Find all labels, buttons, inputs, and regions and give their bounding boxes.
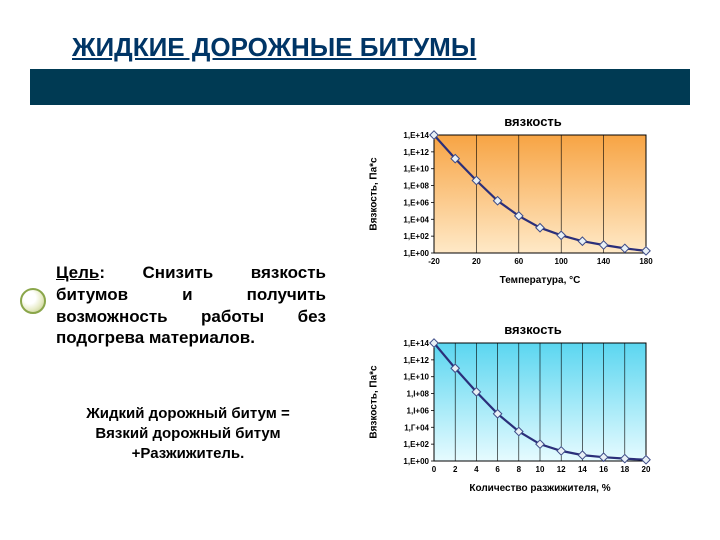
svg-text:8: 8 <box>517 465 522 474</box>
svg-text:10: 10 <box>536 465 545 474</box>
page-title: ЖИДКИЕ ДОРОЖНЫЕ БИТУМЫ <box>72 32 690 63</box>
svg-text:1,E+02: 1,E+02 <box>403 440 429 449</box>
svg-text:1,E+12: 1,E+12 <box>403 148 429 157</box>
svg-text:1,E+10: 1,E+10 <box>403 165 429 174</box>
svg-text:-20: -20 <box>428 257 440 266</box>
svg-text:2: 2 <box>453 465 458 474</box>
x-axis-label: Количество разжижителя, % <box>434 483 646 494</box>
y-axis-label: Вязкость, Па*с <box>369 157 380 230</box>
svg-text:18: 18 <box>620 465 629 474</box>
goal-label: Цель <box>56 263 99 282</box>
viscosity-diluent-chart: вязкостьВязкость, Па*с 02468101214161820… <box>378 322 654 494</box>
chart-title: вязкость <box>420 322 646 337</box>
svg-text:12: 12 <box>557 465 566 474</box>
svg-text:20: 20 <box>472 257 481 266</box>
svg-text:140: 140 <box>597 257 611 266</box>
svg-text:1,E+14: 1,E+14 <box>403 131 429 140</box>
goal-text: Цель: Снизить вязкость битумов и получит… <box>56 262 326 349</box>
svg-text:1,E+06: 1,E+06 <box>403 198 429 207</box>
viscosity-temperature-chart: вязкостьВязкость, Па*с -2020601001401801… <box>378 114 654 286</box>
svg-text:1,E+14: 1,E+14 <box>403 339 429 348</box>
svg-text:6: 6 <box>495 465 500 474</box>
svg-text:16: 16 <box>599 465 608 474</box>
svg-text:1,Г+04: 1,Г+04 <box>404 423 429 432</box>
slide: ЖИДКИЕ ДОРОЖНЫЕ БИТУМЫ Цель: Снизить вяз… <box>0 0 720 540</box>
svg-text:60: 60 <box>514 257 523 266</box>
decor-band <box>30 69 690 105</box>
svg-text:100: 100 <box>555 257 569 266</box>
chart-svg: -20 20 60 100 140 180 1,E+00 1,E+02 1,E+04 1,E+06… <box>378 129 654 273</box>
svg-text:1,E+02: 1,E+02 <box>403 232 429 241</box>
formula-text: Жидкий дорожный битум = Вязкий дорожный … <box>48 404 328 463</box>
svg-text:1,I+08: 1,I+08 <box>407 390 430 399</box>
svg-text:1,E+08: 1,E+08 <box>403 182 429 191</box>
svg-text:4: 4 <box>474 465 479 474</box>
svg-text:14: 14 <box>578 465 587 474</box>
svg-text:180: 180 <box>639 257 653 266</box>
y-axis-label: Вязкость, Па*с <box>369 365 380 438</box>
svg-text:1,E+10: 1,E+10 <box>403 373 429 382</box>
svg-text:1,E+04: 1,E+04 <box>403 215 429 224</box>
svg-text:1,E+12: 1,E+12 <box>403 356 429 365</box>
svg-text:1,E+00: 1,E+00 <box>403 457 429 466</box>
chart-title: вязкость <box>420 114 646 129</box>
svg-text:1,I+06: 1,I+06 <box>407 406 430 415</box>
bullet-icon <box>20 288 46 314</box>
chart-svg: 0 2 4 6 8 10 12 14 16 18 20 1,E+00 1,E+02 1,Г+04 1,I+0… <box>378 337 654 481</box>
svg-text:0: 0 <box>432 465 437 474</box>
svg-text:1,E+00: 1,E+00 <box>403 249 429 258</box>
x-axis-label: Температура, °С <box>434 275 646 286</box>
svg-text:20: 20 <box>642 465 651 474</box>
